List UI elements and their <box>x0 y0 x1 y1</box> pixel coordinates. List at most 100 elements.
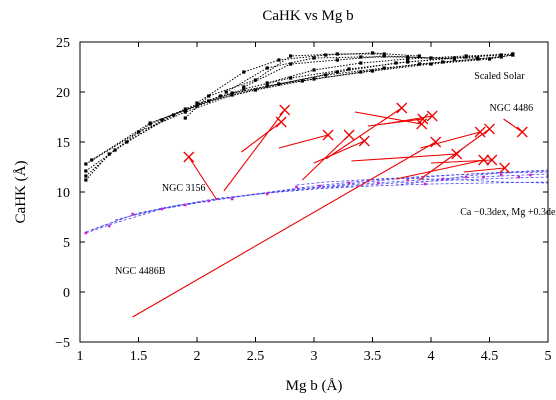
scaled-solar-model-point <box>253 78 258 82</box>
scaled-solar-model-point <box>183 110 187 114</box>
modified-model-point <box>318 184 322 188</box>
scaled-solar-model-point <box>218 94 222 98</box>
scaled-solar-model-line <box>85 54 502 165</box>
galaxy-track-line <box>354 111 422 125</box>
modified-model-line <box>138 169 548 214</box>
galaxy-track-line <box>503 118 523 133</box>
scaled-solar-model-point <box>277 82 281 86</box>
scaled-solar-model-point <box>113 148 117 152</box>
scaled-solar-model-point <box>300 79 304 83</box>
scaled-solar-model-line <box>85 54 513 172</box>
scaled-solar-model-line <box>85 56 502 177</box>
galaxy-track-line <box>241 121 282 153</box>
scaled-solar-model-point <box>324 73 328 77</box>
scaled-solar-model-point <box>417 62 421 66</box>
annotation-layer: Scaled Solar NGC 4486 NGC 3156 Ca −0.3dex, … <box>115 71 556 277</box>
chart-annotation: Scaled Solar <box>474 71 525 82</box>
modified-model-point <box>230 197 234 201</box>
scaled-solar-model-point <box>406 60 410 64</box>
modified-model-point <box>406 178 409 182</box>
galaxy-marker <box>417 113 429 125</box>
x-tick-label: 1.5 <box>130 349 148 364</box>
galaxy-track-line <box>463 167 505 173</box>
x-tick-label: 5 <box>545 349 552 364</box>
galaxy-track-line <box>325 107 403 160</box>
scaled-solar-model-point <box>136 130 141 134</box>
scaled-solar-model-point <box>207 99 211 103</box>
galaxy-track-line <box>395 159 484 180</box>
scaled-solar-model-point <box>359 61 363 65</box>
scaled-solar-model-point <box>452 57 456 61</box>
galaxy-track-line <box>418 128 490 181</box>
x-tick-label: 4 <box>428 349 435 364</box>
scaled-solar-model-point <box>265 66 269 70</box>
scaled-solar-model-point <box>487 57 492 61</box>
galaxy-marker <box>474 126 486 138</box>
modified-model-point <box>529 173 532 177</box>
scaled-solar-model-point <box>289 76 293 80</box>
scaled-solar-model-point <box>417 54 421 58</box>
y-tick-label: 25 <box>56 36 70 51</box>
modified-model-point <box>546 174 548 178</box>
plot-area <box>84 51 548 318</box>
scaled-solar-model-point <box>359 70 363 74</box>
scaled-solar-model-point <box>289 54 293 58</box>
scaled-solar-model-point <box>406 55 410 59</box>
y-tick-label: 15 <box>56 136 70 151</box>
scaled-solar-model-point <box>335 52 339 56</box>
chart-annotation: NGC 4486 <box>490 103 534 114</box>
galaxy-track-line <box>420 131 481 149</box>
modified-model-point <box>207 199 210 203</box>
scaled-solar-model-point <box>335 70 339 74</box>
scaled-solar-model-point <box>511 52 515 56</box>
galaxy-marker <box>343 129 355 141</box>
y-tick-label: 20 <box>56 86 70 101</box>
scaled-solar-model-point <box>464 54 468 58</box>
galaxy-marker <box>516 126 528 138</box>
scaled-solar-model-point <box>406 57 410 61</box>
scaled-solar-model-point <box>84 174 88 178</box>
scaled-solar-model-point <box>224 90 228 94</box>
scaled-solar-model-point <box>265 81 269 85</box>
scaled-solar-model-point <box>289 62 293 66</box>
y-axis-title: CaHK (Å) <box>13 161 29 224</box>
galaxy-track-line <box>278 134 329 149</box>
scaled-solar-model-point <box>394 61 398 65</box>
scaled-solar-model-point <box>476 56 480 60</box>
plot-frame <box>79 41 549 343</box>
y-tick-label: 10 <box>56 186 70 201</box>
galaxy-marker <box>484 123 495 135</box>
scaled-solar-model-point <box>277 58 281 62</box>
modified-model-point <box>482 175 485 179</box>
galaxy-marker <box>275 116 287 128</box>
y-tick-label: 5 <box>63 236 70 251</box>
scaled-solar-model-line <box>243 55 478 88</box>
scaled-solar-model-point <box>382 66 386 70</box>
x-tick-label: 2.5 <box>247 349 265 364</box>
scaled-solar-model-point <box>84 162 88 166</box>
galaxy-track-line <box>384 115 433 125</box>
scaled-solar-model-line <box>91 53 513 161</box>
x-tick-label: 1 <box>77 349 84 364</box>
galaxy-marker <box>322 129 334 141</box>
galaxy-track-line <box>313 140 365 164</box>
modified-model-point <box>464 175 468 179</box>
modified-model-point <box>184 203 187 207</box>
scaled-solar-model-point <box>347 67 351 71</box>
modified-model-point <box>265 192 269 196</box>
modified-model-point <box>441 177 444 181</box>
scaled-solar-model-point <box>312 56 316 60</box>
scaled-solar-model-point <box>335 58 339 62</box>
y-tick-label: 0 <box>63 286 70 301</box>
scaled-solar-model-point <box>370 51 375 55</box>
modified-model-line <box>296 177 548 186</box>
scaled-solar-model-point <box>242 85 246 89</box>
galaxy-track-line <box>223 109 286 192</box>
galaxy-track-line <box>188 156 218 201</box>
x-tick-label: 3 <box>311 349 318 364</box>
scaled-solar-model-line <box>226 56 455 93</box>
data-layer <box>84 51 548 318</box>
galaxy-marker <box>183 151 195 163</box>
axes-layer: 1 1.5 2 2.5 3 3.5 4 4.5 5 −5 0 5 10 15 20 25 <box>55 36 551 364</box>
